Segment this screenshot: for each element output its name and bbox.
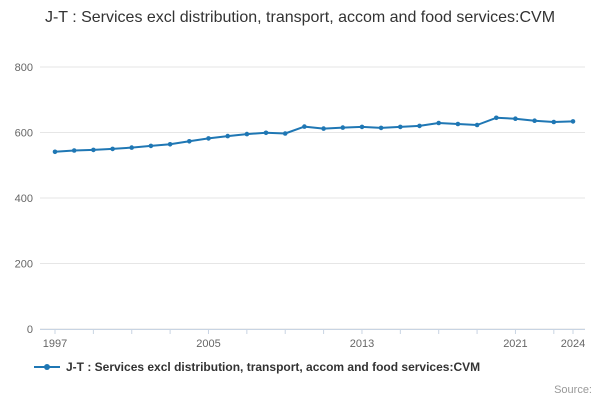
svg-text:0: 0 xyxy=(27,324,33,336)
svg-text:400: 400 xyxy=(15,193,33,205)
legend-item[interactable]: J-T : Services excl distribution, transp… xyxy=(34,360,480,374)
legend-line-icon xyxy=(34,364,60,370)
svg-text:2005: 2005 xyxy=(196,338,220,350)
chart-title: J-T : Services excl distribution, transp… xyxy=(44,9,556,26)
line-chart-plot: 0 200 400 600 800 1997 2005 2013 2021 2024 xyxy=(15,62,586,350)
source-label: Source: xyxy=(554,384,592,396)
svg-text:2021: 2021 xyxy=(503,338,527,350)
svg-text:2024: 2024 xyxy=(561,338,585,350)
legend-label: J-T : Services excl distribution, transp… xyxy=(66,360,481,374)
svg-text:800: 800 xyxy=(15,62,33,74)
svg-text:200: 200 xyxy=(15,259,33,271)
svg-text:1997: 1997 xyxy=(43,338,67,350)
svg-text:2013: 2013 xyxy=(350,338,374,350)
svg-text:600: 600 xyxy=(15,128,33,140)
